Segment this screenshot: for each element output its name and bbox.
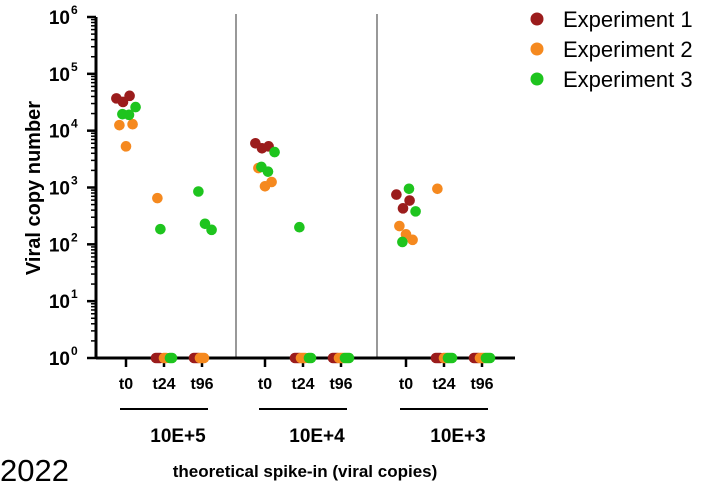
data-point (114, 119, 125, 131)
x-tick-label: t24 (291, 376, 314, 393)
data-point (397, 236, 408, 248)
data-point (397, 203, 409, 214)
legend-label: Experiment 1 (563, 7, 693, 32)
data-point (193, 186, 204, 197)
plot-area (235, 14, 378, 358)
data-point (484, 352, 496, 364)
group-label: 10E+3 (430, 426, 485, 447)
y-tick-exponent: 3 (71, 174, 78, 188)
y-tick-label: 10 (49, 65, 70, 86)
x-tick-label: t0 (119, 376, 133, 393)
y-tick-label: 10 (49, 292, 70, 313)
data-point (166, 352, 178, 364)
data-point (407, 234, 418, 246)
data-point (305, 352, 317, 364)
group-label: 10E+4 (289, 426, 345, 447)
data-point (269, 146, 280, 158)
x-tick-label: t0 (258, 376, 272, 393)
data-point (294, 221, 305, 233)
data-points (111, 90, 496, 364)
data-point (404, 195, 415, 206)
data-point (394, 220, 405, 232)
y-tick-exponent: 4 (71, 117, 78, 131)
data-point (152, 192, 163, 204)
x-tick-label: t0 (399, 376, 413, 393)
y-tick-label: 10 (49, 179, 70, 200)
data-point (446, 352, 458, 364)
data-point (127, 118, 138, 130)
group-label: 10E+5 (150, 426, 206, 447)
legend: Experiment 1 Experiment 2 Experiment 3 (530, 7, 693, 92)
y-axis-label: Viral copy number (23, 101, 45, 275)
x-tick-label: t24 (432, 376, 455, 393)
legend-marker (530, 42, 544, 56)
x-tick-label: t24 (152, 376, 175, 393)
x-axis: t0 t24 t96 10E+5 t0 t24 t96 10E+4 t0 t24 t96 10E+3 (96, 356, 515, 447)
y-tick-label: 10 (49, 8, 70, 29)
data-point (206, 224, 217, 236)
data-point (198, 352, 210, 364)
corner-text: 2022 (0, 453, 69, 488)
data-point (266, 176, 277, 188)
y-tick-exponent: 2 (71, 230, 78, 244)
x-axis-label: theoretical spike-in (viral copies) (173, 462, 438, 481)
data-point (391, 189, 402, 200)
x-tick-label: t96 (470, 376, 493, 393)
data-point (120, 141, 132, 152)
y-tick-exponent: 5 (71, 60, 78, 74)
data-point (432, 183, 443, 195)
data-point (130, 101, 141, 113)
y-tick-label: 10 (49, 122, 70, 143)
x-tick-label: t96 (190, 376, 213, 393)
data-point (343, 352, 355, 364)
legend-marker (530, 12, 544, 26)
y-tick-exponent: 0 (71, 344, 78, 358)
data-point (262, 166, 274, 177)
data-point (403, 183, 415, 195)
data-point (124, 90, 135, 102)
y-tick-exponent: 6 (71, 3, 78, 17)
y-tick-label: 10 (49, 235, 70, 256)
data-point (123, 109, 135, 121)
data-point (155, 223, 166, 235)
legend-label: Experiment 2 (563, 37, 693, 62)
y-tick-label: 10 (49, 349, 70, 370)
legend-label: Experiment 3 (563, 67, 693, 92)
data-point (410, 206, 421, 217)
y-tick-exponent: 1 (71, 287, 78, 301)
legend-marker (530, 72, 544, 86)
x-tick-label: t96 (329, 376, 352, 393)
